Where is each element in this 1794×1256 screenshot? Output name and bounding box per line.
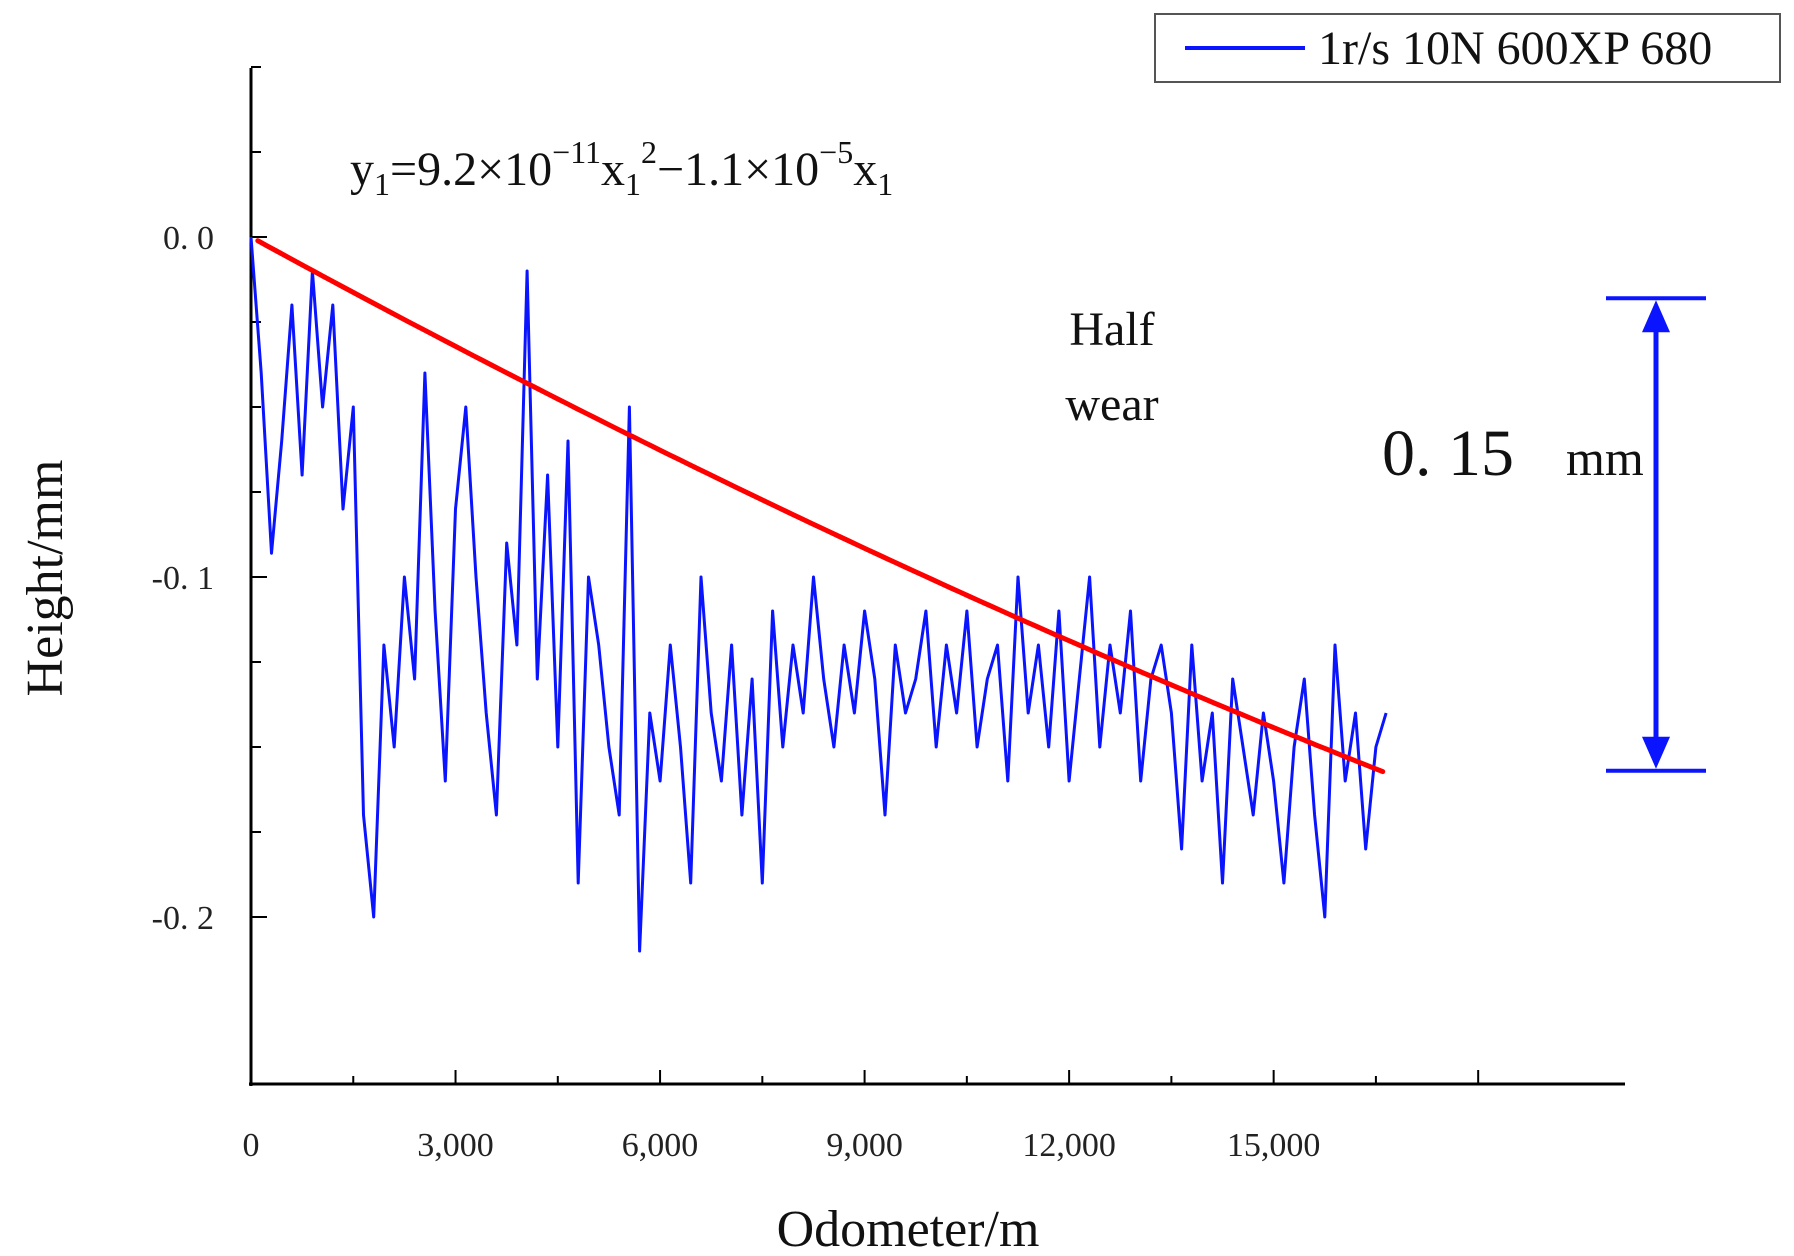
x-ticks: 0 3,000 6,000 9,000 12,000 15,000 — [243, 1070, 1480, 1164]
eq-sub-2: 1 — [625, 166, 641, 202]
eq-prefix: y — [350, 143, 374, 196]
half-wear-line1: Half — [1069, 303, 1154, 356]
half-wear-line2: wear — [1065, 378, 1158, 431]
fit-curve-line — [255, 238, 1386, 775]
eq-main: =9.2×10 — [390, 143, 552, 196]
eq-exp2: 2 — [641, 134, 657, 170]
fit-equation: y1=9.2×10−11x12−1.1×10−5x1 — [350, 134, 893, 202]
range-arrow-head-up — [1642, 300, 1670, 333]
x-tick-label: 3,000 — [417, 1127, 494, 1164]
y-ticks: 0. 0 -0. 1 -0. 2 — [152, 66, 267, 937]
x-tick-label: 12,000 — [1022, 1127, 1116, 1164]
y-axis-title: Height/mm — [17, 460, 74, 697]
legend: 1r/s 10N 600XP 680 — [1154, 13, 1781, 83]
x-tick-label: 6,000 — [622, 1127, 699, 1164]
eq-x1: x — [601, 143, 625, 196]
y-tick-label: -0. 1 — [152, 560, 214, 597]
x-axis-title: Odometer/m — [777, 1201, 1040, 1256]
eq-exp3: −5 — [819, 134, 853, 170]
eq-sub-3: 1 — [877, 166, 893, 202]
x-tick-label: 0 — [243, 1127, 260, 1164]
y-tick-label: -0. 2 — [152, 900, 214, 937]
range-value: 0. 15 — [1382, 417, 1514, 490]
x-tick-label: 9,000 — [826, 1127, 903, 1164]
eq-minus: −1.1×10 — [657, 143, 819, 196]
measured-series-line — [249, 236, 1388, 953]
eq-exp1: −11 — [552, 134, 601, 170]
legend-label: 1r/s 10N 600XP 680 — [1318, 22, 1712, 75]
eq-x2: x — [853, 143, 877, 196]
x-tick-label: 15,000 — [1227, 1127, 1321, 1164]
range-arrow — [1606, 296, 1706, 773]
range-unit: mm — [1566, 430, 1644, 486]
y-tick-label: 0. 0 — [163, 220, 214, 257]
eq-sub: 1 — [374, 166, 390, 202]
range-arrow-head-down — [1642, 736, 1670, 769]
